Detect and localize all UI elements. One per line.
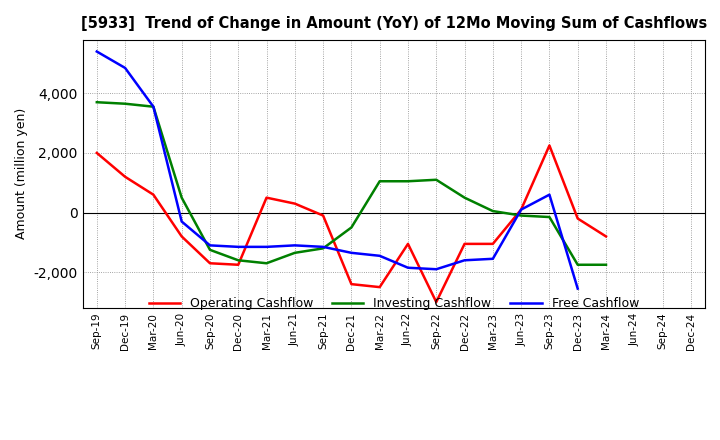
Legend: Operating Cashflow, Investing Cashflow, Free Cashflow: Operating Cashflow, Investing Cashflow, … <box>144 292 644 315</box>
Investing Cashflow <box>234 258 243 263</box>
Operating Cashflow <box>290 201 299 206</box>
Investing Cashflow <box>602 262 611 268</box>
Investing Cashflow <box>92 99 101 105</box>
Investing Cashflow <box>489 209 498 214</box>
Operating Cashflow <box>432 299 441 304</box>
Investing Cashflow <box>404 179 413 184</box>
Operating Cashflow <box>121 174 130 180</box>
Free Cashflow <box>121 65 130 70</box>
Operating Cashflow <box>375 285 384 290</box>
Free Cashflow <box>432 267 441 272</box>
Line: Free Cashflow: Free Cashflow <box>96 51 577 289</box>
Free Cashflow <box>234 244 243 249</box>
Free Cashflow <box>206 243 215 248</box>
Line: Investing Cashflow: Investing Cashflow <box>96 102 606 265</box>
Operating Cashflow <box>262 195 271 200</box>
Y-axis label: Amount (million yen): Amount (million yen) <box>15 108 28 239</box>
Investing Cashflow <box>545 214 554 220</box>
Investing Cashflow <box>206 247 215 253</box>
Investing Cashflow <box>375 179 384 184</box>
Operating Cashflow <box>149 192 158 197</box>
Free Cashflow <box>404 265 413 270</box>
Operating Cashflow <box>92 150 101 156</box>
Operating Cashflow <box>177 234 186 239</box>
Free Cashflow <box>489 256 498 261</box>
Free Cashflow <box>460 258 469 263</box>
Investing Cashflow <box>517 213 526 218</box>
Operating Cashflow <box>347 282 356 287</box>
Free Cashflow <box>262 244 271 249</box>
Operating Cashflow <box>206 260 215 266</box>
Operating Cashflow <box>460 241 469 246</box>
Investing Cashflow <box>149 104 158 109</box>
Operating Cashflow <box>489 241 498 246</box>
Operating Cashflow <box>234 262 243 268</box>
Free Cashflow <box>375 253 384 258</box>
Investing Cashflow <box>262 260 271 266</box>
Free Cashflow <box>149 104 158 109</box>
Operating Cashflow <box>517 207 526 212</box>
Investing Cashflow <box>121 101 130 106</box>
Free Cashflow <box>517 207 526 212</box>
Investing Cashflow <box>432 177 441 183</box>
Investing Cashflow <box>290 250 299 256</box>
Operating Cashflow <box>573 216 582 221</box>
Operating Cashflow <box>319 213 328 218</box>
Investing Cashflow <box>177 195 186 200</box>
Free Cashflow <box>177 219 186 224</box>
Investing Cashflow <box>347 225 356 230</box>
Free Cashflow <box>347 250 356 256</box>
Free Cashflow <box>290 243 299 248</box>
Free Cashflow <box>319 244 328 249</box>
Title: [5933]  Trend of Change in Amount (YoY) of 12Mo Moving Sum of Cashflows: [5933] Trend of Change in Amount (YoY) o… <box>81 16 707 32</box>
Investing Cashflow <box>460 195 469 200</box>
Operating Cashflow <box>602 234 611 239</box>
Operating Cashflow <box>545 143 554 148</box>
Line: Operating Cashflow: Operating Cashflow <box>96 146 606 302</box>
Operating Cashflow <box>404 241 413 246</box>
Investing Cashflow <box>319 246 328 251</box>
Free Cashflow <box>92 49 101 54</box>
Investing Cashflow <box>573 262 582 268</box>
Free Cashflow <box>573 286 582 291</box>
Free Cashflow <box>545 192 554 197</box>
